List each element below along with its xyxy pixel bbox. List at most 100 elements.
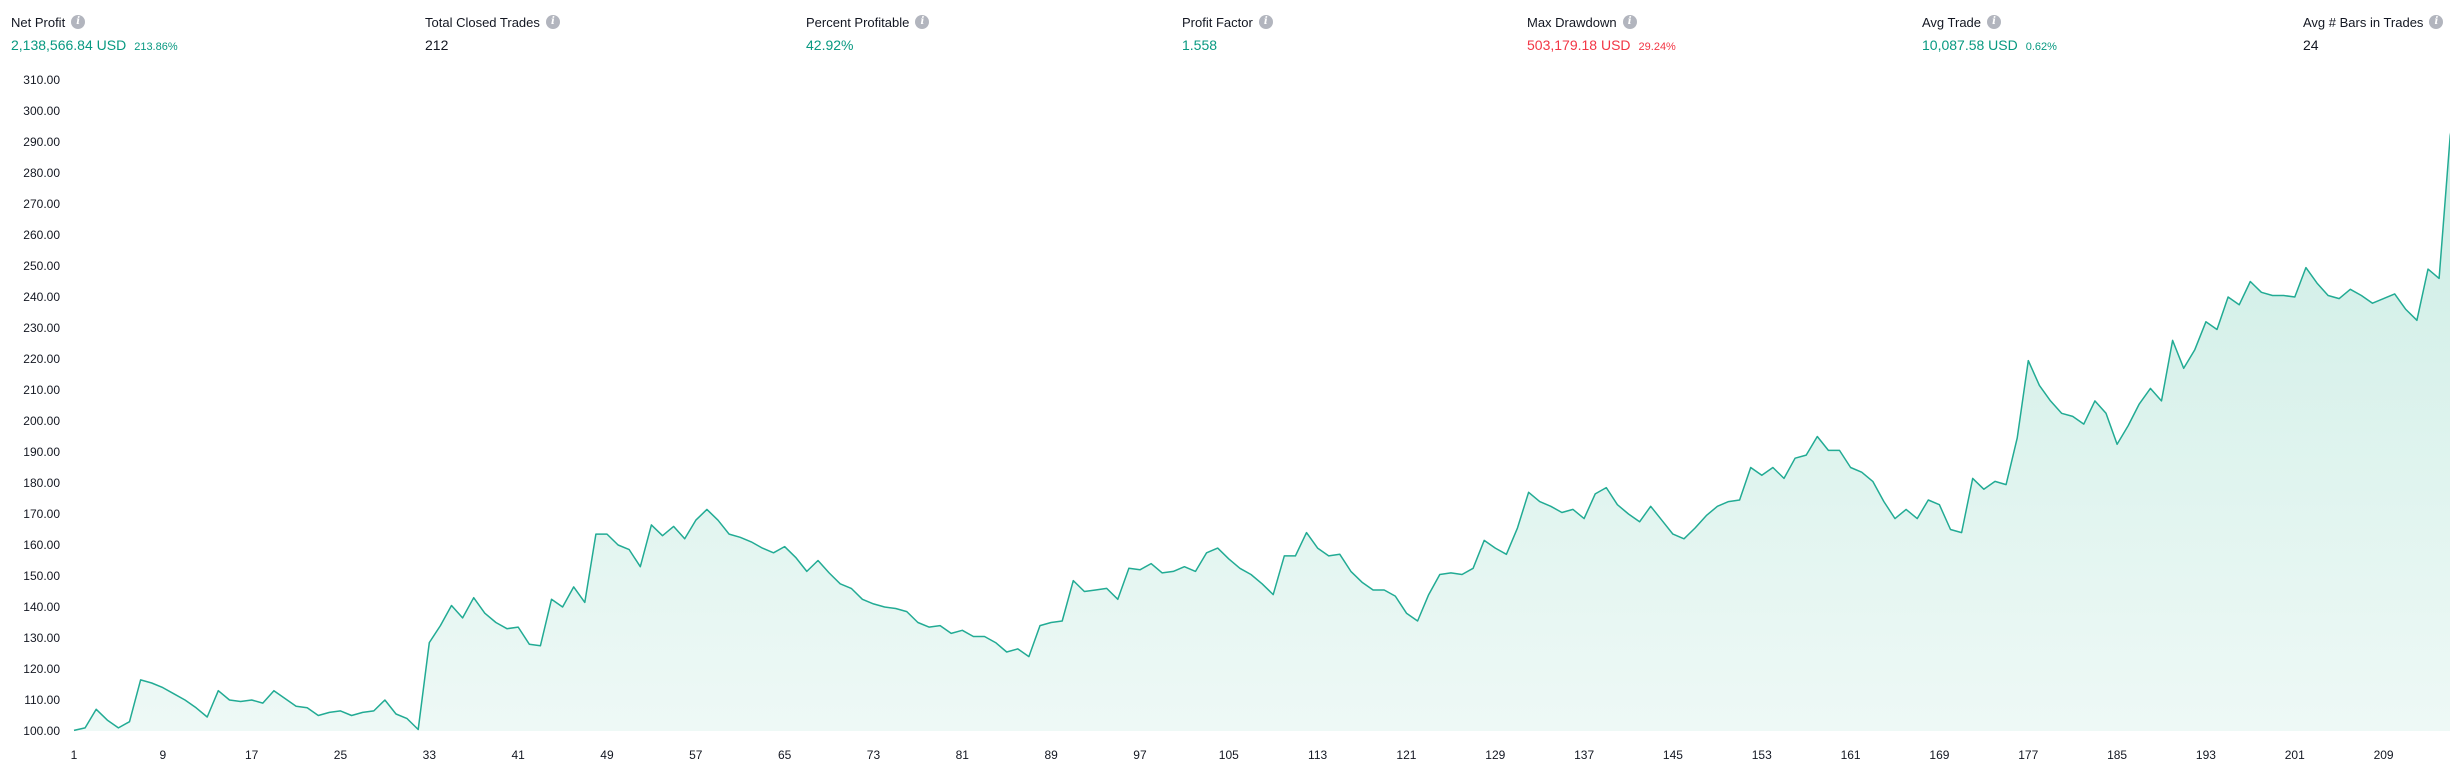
equity-point[interactable] (2437, 276, 2441, 280)
equity-point[interactable] (1704, 514, 1708, 518)
equity-point[interactable] (1194, 569, 1198, 573)
info-icon[interactable]: i (1987, 15, 2002, 29)
equity-point[interactable] (1738, 498, 1742, 502)
equity-point[interactable] (860, 597, 864, 601)
equity-point[interactable] (1627, 512, 1631, 516)
equity-point[interactable] (838, 582, 842, 586)
equity-point[interactable] (1360, 580, 1364, 584)
equity-point[interactable] (239, 700, 243, 704)
equity-point[interactable] (1593, 492, 1597, 496)
equity-point[interactable] (2093, 399, 2097, 403)
equity-point[interactable] (2137, 402, 2141, 406)
equity-point[interactable] (2382, 297, 2386, 301)
equity-point[interactable] (450, 604, 454, 608)
equity-point[interactable] (1282, 554, 1286, 558)
equity-point[interactable] (1782, 476, 1786, 480)
equity-point[interactable] (2004, 483, 2008, 487)
equity-point[interactable] (1982, 487, 1986, 491)
equity-point[interactable] (827, 571, 831, 575)
equity-point[interactable] (1538, 500, 1542, 504)
equity-point[interactable] (438, 624, 442, 628)
equity-point[interactable] (1871, 479, 1875, 483)
equity-point[interactable] (2126, 424, 2130, 428)
equity-point[interactable] (1826, 448, 1830, 452)
equity-point[interactable] (905, 610, 909, 614)
equity-point[interactable] (1804, 453, 1808, 457)
equity-point[interactable] (1882, 500, 1886, 504)
equity-point[interactable] (2049, 399, 2053, 403)
equity-point[interactable] (1560, 511, 1564, 515)
equity-point[interactable] (1438, 573, 1442, 577)
equity-point[interactable] (1316, 546, 1320, 550)
equity-point[interactable] (772, 551, 776, 555)
equity-point[interactable] (983, 635, 987, 639)
equity-point[interactable] (105, 718, 109, 722)
equity-point[interactable] (1171, 569, 1175, 573)
info-icon[interactable]: i (915, 15, 930, 29)
equity-point[interactable] (2215, 328, 2219, 332)
equity-point[interactable] (1349, 569, 1353, 573)
equity-point[interactable] (1516, 526, 1520, 530)
equity-point[interactable] (550, 597, 554, 601)
equity-point[interactable] (250, 698, 254, 702)
equity-point[interactable] (1971, 476, 1975, 480)
equity-point[interactable] (2082, 422, 2086, 426)
equity-point[interactable] (561, 605, 565, 609)
equity-point[interactable] (738, 535, 742, 539)
equity-point[interactable] (594, 532, 598, 536)
equity-point[interactable] (1149, 562, 1153, 566)
info-icon[interactable]: i (1258, 15, 1273, 29)
equity-point[interactable] (1049, 621, 1053, 625)
equity-point[interactable] (194, 706, 198, 710)
equity-point[interactable] (1227, 557, 1231, 561)
equity-point[interactable] (2271, 294, 2275, 298)
equity-point[interactable] (1660, 518, 1664, 522)
equity-point[interactable] (1238, 566, 1242, 570)
equity-point[interactable] (938, 624, 942, 628)
equity-point[interactable] (1937, 503, 1941, 507)
equity-point[interactable] (1071, 579, 1075, 583)
equity-point[interactable] (971, 635, 975, 639)
equity-point[interactable] (2071, 414, 2075, 418)
equity-point[interactable] (350, 714, 354, 718)
equity-point[interactable] (1793, 456, 1797, 460)
equity-point[interactable] (1604, 486, 1608, 490)
equity-point[interactable] (1382, 588, 1386, 592)
equity-point[interactable] (261, 701, 265, 705)
equity-point[interactable] (1405, 611, 1409, 615)
equity-point[interactable] (2037, 383, 2041, 387)
equity-point[interactable] (949, 631, 953, 635)
equity-point[interactable] (1249, 573, 1253, 577)
equity-point[interactable] (1960, 531, 1964, 535)
equity-point[interactable] (638, 565, 642, 569)
equity-point[interactable] (883, 605, 887, 609)
equity-point[interactable] (416, 728, 420, 732)
equity-point[interactable] (1860, 470, 1864, 474)
equity-point[interactable] (872, 602, 876, 606)
equity-point[interactable] (461, 616, 465, 620)
equity-point[interactable] (1116, 597, 1120, 601)
equity-point[interactable] (2115, 442, 2119, 446)
equity-point[interactable] (1749, 466, 1753, 470)
equity-point[interactable] (927, 625, 931, 629)
equity-point[interactable] (2171, 338, 2175, 342)
equity-point[interactable] (1638, 520, 1642, 524)
equity-point[interactable] (372, 709, 376, 713)
equity-point[interactable] (2182, 366, 2186, 370)
equity-point[interactable] (294, 704, 298, 708)
info-icon[interactable]: i (2429, 15, 2444, 29)
equity-point[interactable] (1482, 538, 1486, 542)
equity-point[interactable] (705, 507, 709, 511)
equity-point[interactable] (2293, 295, 2297, 299)
equity-point[interactable] (2393, 292, 2397, 296)
equity-point[interactable] (994, 641, 998, 645)
equity-point[interactable] (2304, 266, 2308, 270)
equity-point[interactable] (605, 532, 609, 536)
equity-point[interactable] (2237, 303, 2241, 307)
equity-point[interactable] (2259, 290, 2263, 294)
equity-point[interactable] (505, 627, 509, 631)
equity-point[interactable] (2315, 281, 2319, 285)
equity-point[interactable] (1682, 537, 1686, 541)
equity-point[interactable] (1293, 554, 1297, 558)
equity-point[interactable] (1016, 647, 1020, 651)
